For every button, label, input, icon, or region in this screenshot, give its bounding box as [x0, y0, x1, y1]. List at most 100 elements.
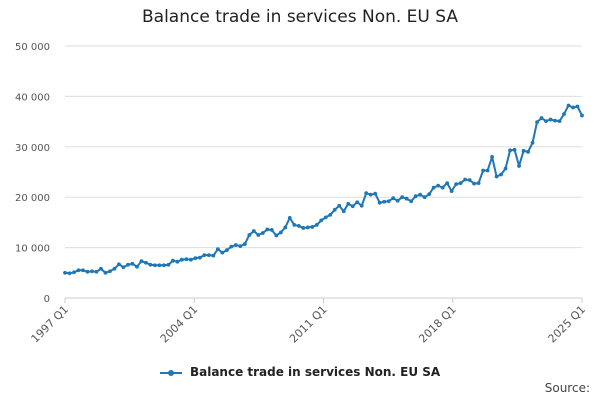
- data-point: [431, 185, 436, 190]
- y-tick-label: 0: [44, 294, 50, 305]
- data-point: [67, 271, 72, 276]
- series-line: [64, 104, 583, 275]
- data-point: [197, 255, 202, 260]
- data-point: [350, 204, 355, 209]
- data-point: [166, 262, 171, 267]
- data-point: [449, 189, 454, 194]
- data-point: [242, 242, 247, 246]
- data-point: [395, 198, 400, 203]
- data-point: [526, 149, 530, 154]
- data-point: [427, 192, 432, 197]
- data-point: [440, 185, 445, 190]
- series-layer: [63, 103, 584, 276]
- data-point: [215, 247, 220, 252]
- data-point: [63, 270, 67, 275]
- data-point: [409, 199, 414, 204]
- data-point: [454, 182, 459, 187]
- data-point: [562, 112, 566, 116]
- data-point: [364, 191, 369, 196]
- chart-title: Balance trade in services Non. EU SA: [141, 7, 458, 27]
- data-point: [332, 207, 337, 212]
- data-point: [283, 225, 288, 230]
- data-point: [94, 269, 99, 274]
- data-point: [220, 250, 225, 255]
- data-point: [81, 268, 85, 273]
- data-point: [404, 196, 409, 201]
- y-tick-label: 30 000: [15, 143, 50, 154]
- data-point: [296, 224, 301, 228]
- data-point: [571, 105, 575, 110]
- data-point: [368, 192, 373, 197]
- legend: Balance trade in services Non. EU SA: [0, 365, 600, 379]
- y-tick-label: 20 000: [15, 193, 50, 204]
- y-tick-label: 50 000: [15, 42, 50, 53]
- data-point: [499, 172, 503, 177]
- data-point: [535, 120, 539, 124]
- data-point: [548, 117, 553, 122]
- data-point: [251, 229, 256, 233]
- data-point: [153, 263, 157, 268]
- data-point: [247, 233, 252, 237]
- data-point: [112, 266, 117, 271]
- x-tick-label: 2004 Q1: [158, 303, 201, 346]
- x-tick-label: 1997 Q1: [29, 303, 72, 346]
- legend-swatch-icon: [159, 369, 182, 376]
- data-point: [467, 178, 472, 182]
- x-tick-labels: 1997 Q1 2004 Q1 2011 Q1 2018 Q1 2025 Q1: [29, 303, 589, 346]
- data-point: [211, 253, 216, 258]
- data-point: [575, 104, 580, 109]
- data-point: [117, 262, 121, 267]
- data-point: [90, 269, 94, 274]
- data-point: [269, 228, 274, 232]
- data-point: [413, 194, 418, 199]
- data-point: [305, 225, 310, 230]
- data-point: [144, 260, 148, 265]
- data-point: [171, 258, 175, 263]
- data-point: [278, 230, 283, 235]
- data-point: [337, 203, 342, 208]
- data-point: [503, 166, 508, 171]
- data-point: [481, 168, 485, 173]
- data-point: [521, 148, 526, 153]
- data-point: [206, 253, 211, 258]
- data-point: [238, 244, 243, 248]
- data-point: [422, 195, 427, 200]
- data-point: [175, 259, 180, 264]
- data-point: [184, 257, 189, 262]
- source-label: Source:: [544, 381, 590, 395]
- data-point: [553, 118, 557, 123]
- data-point: [323, 215, 328, 220]
- data-point: [557, 119, 562, 123]
- data-point: [287, 215, 292, 220]
- data-point: [265, 227, 270, 232]
- data-point: [373, 191, 378, 196]
- data-point: [260, 231, 265, 235]
- data-point: [386, 199, 391, 204]
- x-tick-label: 2025 Q1: [546, 303, 589, 346]
- data-point: [76, 268, 81, 273]
- data-point: [566, 103, 571, 108]
- grid-lines: [65, 45, 582, 249]
- data-point: [539, 116, 544, 120]
- data-point: [377, 200, 382, 205]
- data-point: [400, 195, 405, 200]
- data-point: [188, 257, 193, 262]
- data-point: [139, 259, 144, 264]
- data-point: [341, 209, 346, 214]
- data-point: [310, 225, 315, 229]
- data-point: [85, 269, 90, 274]
- data-point: [126, 262, 130, 267]
- data-point: [355, 200, 360, 205]
- data-point: [418, 192, 423, 197]
- legend-label: Balance trade in services Non. EU SA: [189, 365, 441, 379]
- data-point: [121, 265, 126, 270]
- data-point: [157, 263, 162, 268]
- y-tick-label: 40 000: [15, 92, 50, 103]
- data-point: [162, 263, 166, 268]
- data-point: [319, 218, 324, 223]
- data-point: [224, 248, 229, 253]
- data-point: [233, 243, 238, 247]
- data-point: [391, 196, 396, 201]
- data-point: [148, 262, 153, 267]
